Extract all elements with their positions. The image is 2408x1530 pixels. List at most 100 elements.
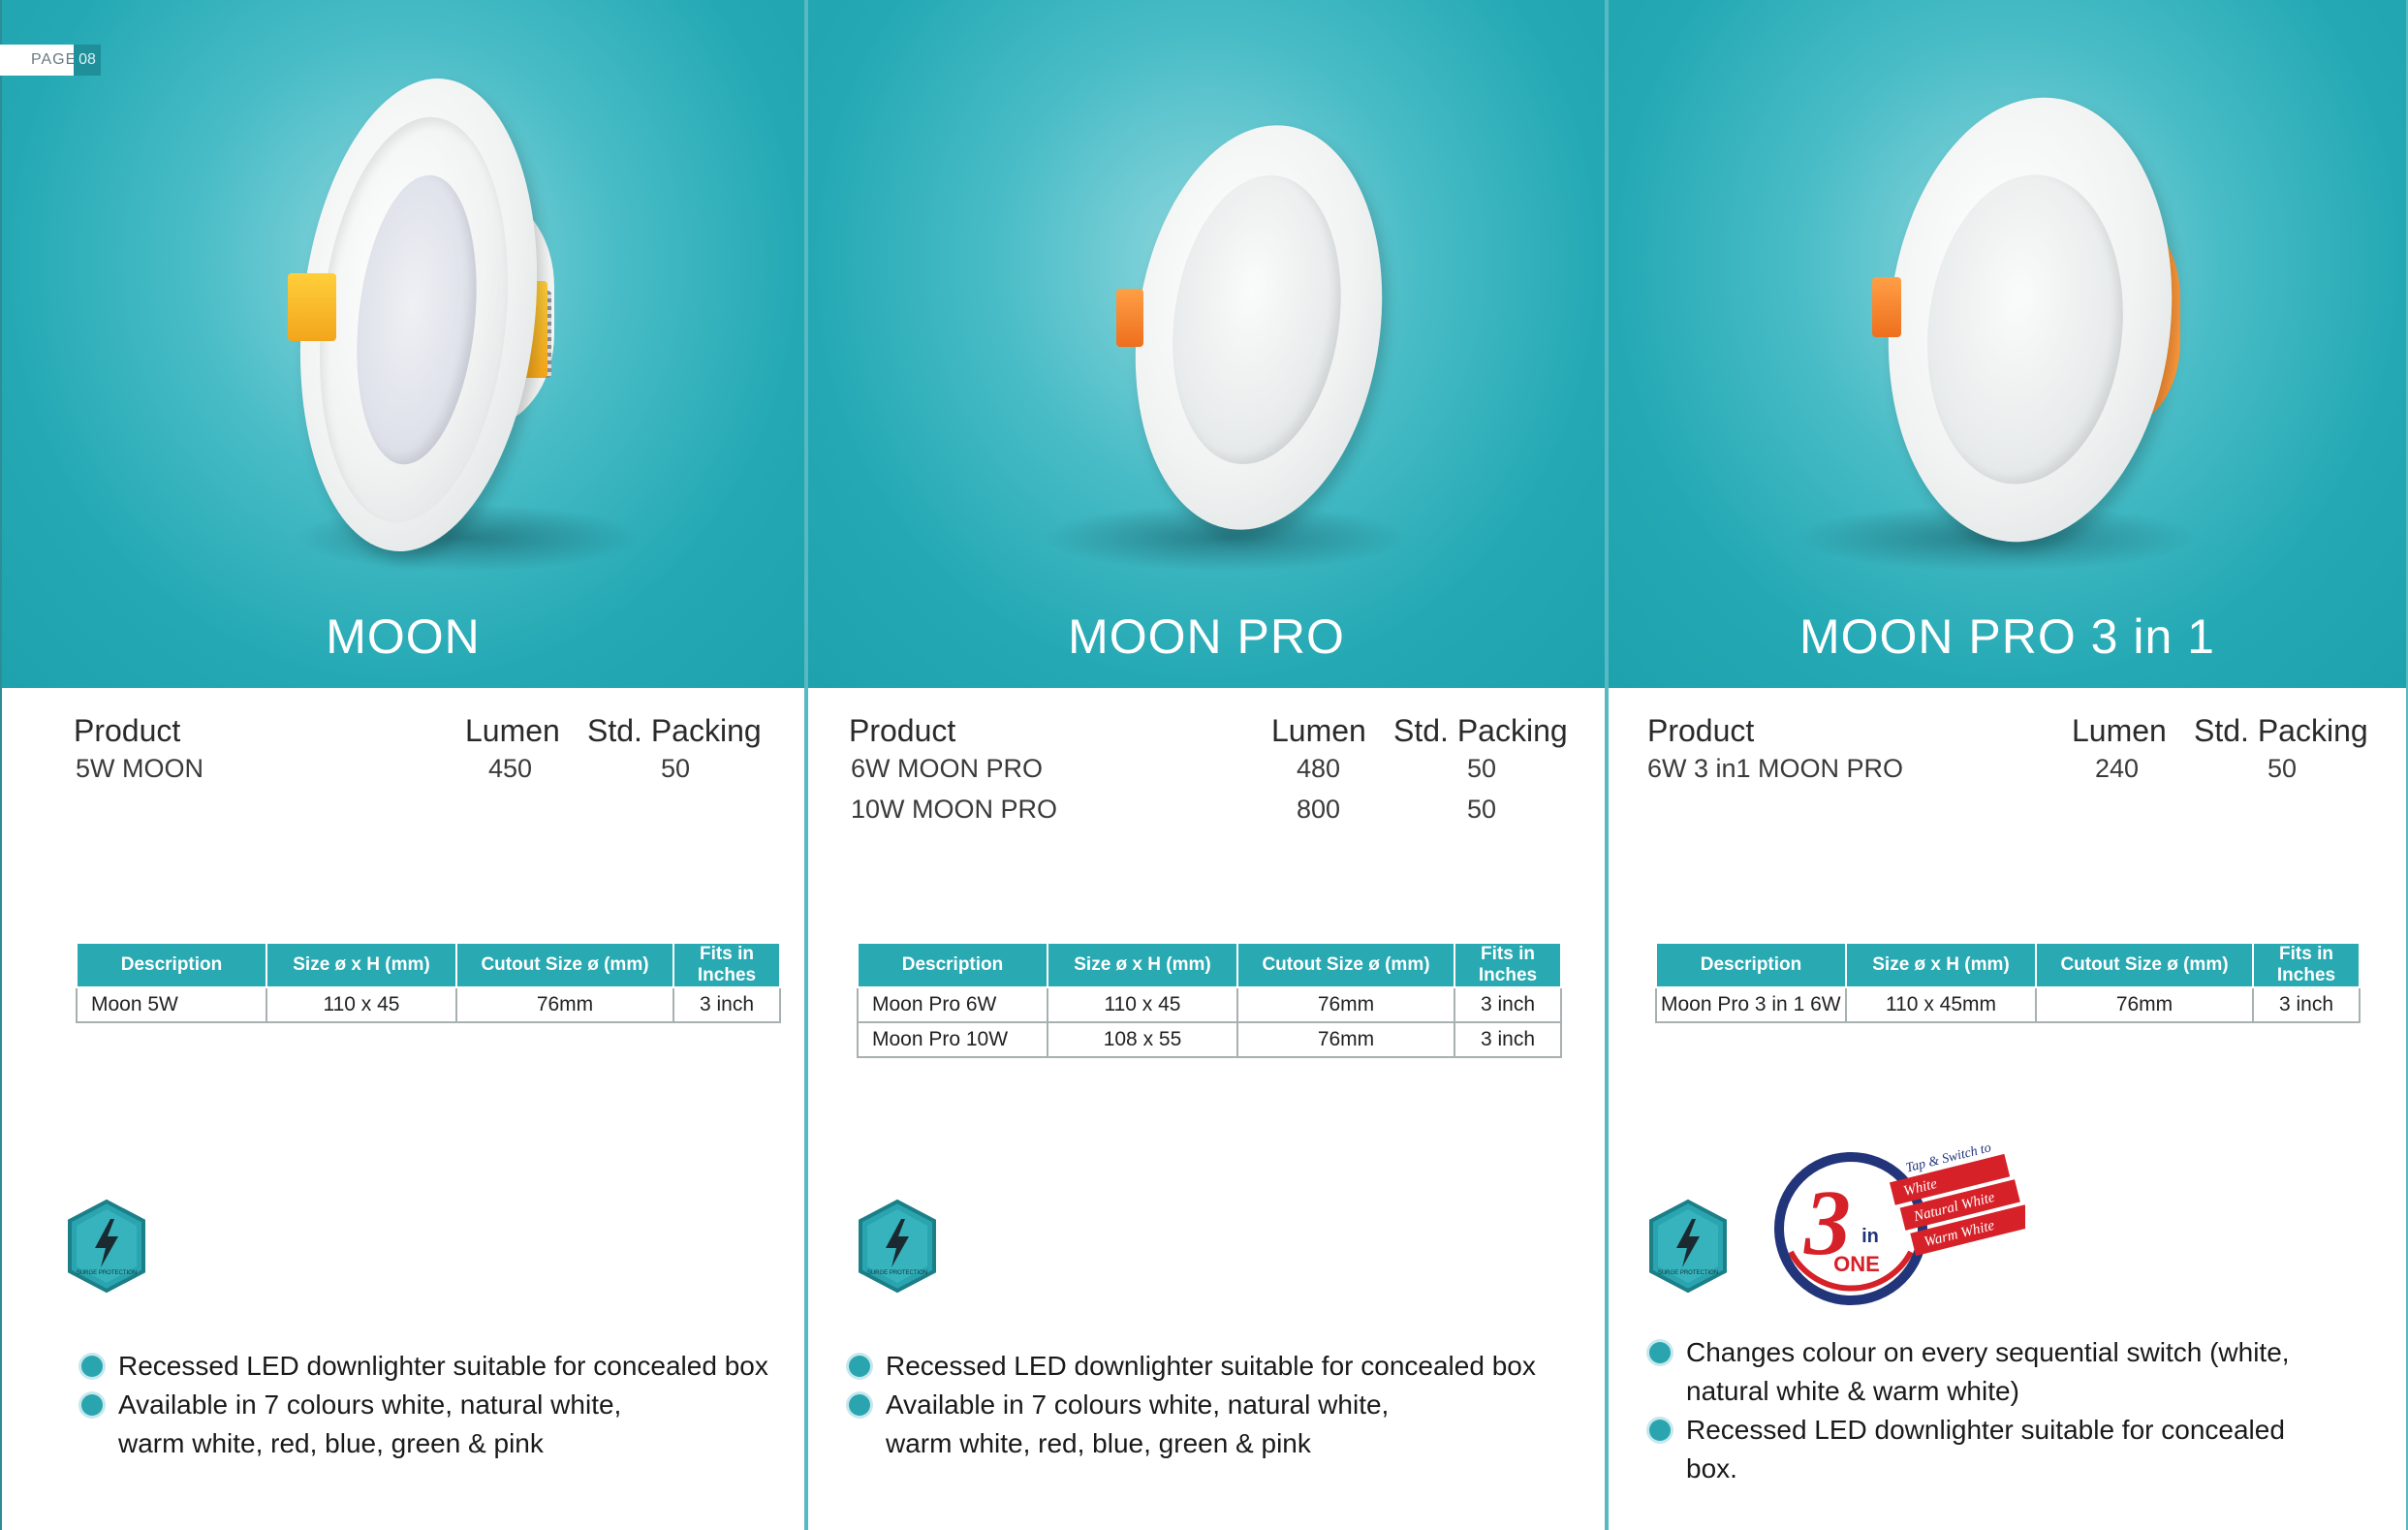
col-cutout: Cutout Size ø (mm) (2035, 942, 2254, 988)
cell-cutout: 76mm (2035, 986, 2254, 1023)
col-fits: Fits in Inches (672, 942, 781, 988)
page-label: PAGE (0, 45, 76, 76)
panel-moon-pro: MOON PRO Product Lumen Std. Packing 6W M… (806, 0, 1607, 1530)
product-header: Product (849, 713, 956, 748)
col-fits: Fits in Inches (1454, 942, 1562, 988)
feature-list: Recessed LED downlighter suitable for co… (81, 1347, 768, 1463)
three-digit: 3 (1803, 1171, 1851, 1274)
col-cutout: Cutout Size ø (mm) (1236, 942, 1455, 988)
product-lumen: 480 (1297, 754, 1341, 783)
spec-table-header: Description Size ø x H (mm) Cutout Size … (857, 942, 1562, 988)
cell-fits: 3 inch (672, 986, 781, 1023)
col-size: Size ø x H (mm) (266, 942, 457, 988)
three-in-one-logo: Tap & Switch to White Natural White Warm… (1773, 1140, 2031, 1310)
cell-cutout: 76mm (1236, 1021, 1455, 1058)
col-description: Description (857, 942, 1048, 988)
list-item: Recessed LED downlighter suitable for co… (849, 1347, 1536, 1386)
bullet-text: Changes colour on every sequential switc… (1686, 1337, 2290, 1367)
table-row: Moon Pro 3 in 1 6W 110 x 45mm 76mm 3 inc… (1655, 986, 2361, 1023)
badge-text: SURGE PROTECTION (1658, 1270, 1718, 1276)
product-name: 10W MOON PRO (851, 795, 1058, 824)
col-description: Description (1655, 942, 1847, 988)
cell-description: Moon Pro 6W (857, 986, 1048, 1023)
bullet-text: Available in 7 colours white, natural wh… (118, 1389, 622, 1420)
moon-pro-downlight-image (808, 0, 1605, 591)
product-lumen: 800 (1297, 795, 1341, 824)
cell-fits: 3 inch (1454, 986, 1562, 1023)
spec-table: Description Size ø x H (mm) Cutout Size … (857, 942, 1562, 1058)
product-title: MOON PRO (1068, 609, 1345, 664)
bullet-icon (849, 1394, 870, 1416)
list-item: Recessed LED downlighter suitable for co… (1649, 1411, 2290, 1450)
bullet-text: box. (1686, 1453, 1737, 1483)
product-title: MOON PRO 3 in 1 (1799, 609, 2215, 664)
feature-list: Changes colour on every sequential switc… (1649, 1333, 2290, 1488)
cell-description: Moon Pro 10W (857, 1021, 1048, 1058)
list-item: Recessed LED downlighter suitable for co… (81, 1347, 768, 1386)
col-size: Size ø x H (mm) (1845, 942, 2037, 988)
cell-cutout: 76mm (1236, 986, 1455, 1023)
cell-size: 110 x 45 (1047, 986, 1238, 1023)
product-hero-image: MOON (2, 0, 804, 688)
list-item: natural white & warm white) (1649, 1372, 2290, 1411)
product-packing: 50 (661, 754, 691, 783)
lumen-header: Lumen (1271, 713, 1366, 748)
feature-list: Recessed LED downlighter suitable for co… (849, 1347, 1536, 1463)
page-number: 08 (74, 45, 101, 76)
col-size: Size ø x H (mm) (1047, 942, 1238, 988)
cell-size: 108 x 55 (1047, 1021, 1238, 1058)
page-number-tag: PAGE 08 (0, 45, 101, 76)
product-header: Product (74, 713, 181, 748)
one-text: ONE (1833, 1252, 1880, 1276)
table-row: Moon 5W 110 x 45 76mm 3 inch (76, 986, 781, 1023)
cell-description: Moon 5W (76, 986, 267, 1023)
surge-protection-badge: SURGE PROTECTION (62, 1198, 151, 1295)
list-item: warm white, red, blue, green & pink (849, 1424, 1536, 1463)
product-name: 6W MOON PRO (851, 754, 1044, 783)
cell-cutout: 76mm (455, 986, 674, 1023)
col-cutout: Cutout Size ø (mm) (455, 942, 674, 988)
bullet-text: Recessed LED downlighter suitable for co… (886, 1351, 1536, 1381)
lumen-header: Lumen (465, 713, 560, 748)
product-hero-image: MOON PRO (808, 0, 1605, 688)
panel-moon: MOON Product Lumen Std. Packing 5W MOON … (0, 0, 806, 1530)
product-packing: 50 (2267, 754, 2298, 783)
bullet-icon (1649, 1420, 1671, 1441)
bullet-text: warm white, red, blue, green & pink (118, 1428, 544, 1458)
bullet-icon (81, 1394, 103, 1416)
product-lumen: 450 (488, 754, 533, 783)
three-in-one-icon: Tap & Switch to White Natural White Warm… (1774, 1140, 2031, 1305)
product-title: MOON (326, 609, 481, 664)
surge-protection-badge: SURGE PROTECTION (1643, 1198, 1733, 1295)
cell-fits: 3 inch (1454, 1021, 1562, 1058)
spec-table-header: Description Size ø x H (mm) Cutout Size … (76, 942, 781, 988)
spec-table: Description Size ø x H (mm) Cutout Size … (1655, 942, 2361, 1023)
cell-description: Moon Pro 3 in 1 6W (1655, 986, 1847, 1023)
list-item: Changes colour on every sequential switc… (1649, 1333, 2290, 1372)
product-packing: 50 (1467, 795, 1497, 824)
product-packing: 50 (1467, 754, 1497, 783)
cell-size: 110 x 45mm (1845, 986, 2037, 1023)
badge-text: SURGE PROTECTION (77, 1270, 137, 1276)
bullet-icon (81, 1356, 103, 1377)
surge-protection-icon: SURGE PROTECTION (1649, 1199, 1727, 1294)
bullet-icon (1649, 1342, 1671, 1363)
surge-protection-badge: SURGE PROTECTION (853, 1198, 942, 1295)
bullet-text: natural white & warm white) (1686, 1376, 2019, 1406)
moon-pro-3-in-1-downlight-image (1609, 0, 2406, 591)
bullet-icon (849, 1356, 870, 1377)
cell-size: 110 x 45 (266, 986, 457, 1023)
surge-protection-icon: SURGE PROTECTION (859, 1199, 936, 1294)
list-item: Available in 7 colours white, natural wh… (849, 1386, 1536, 1424)
list-item: warm white, red, blue, green & pink (81, 1424, 768, 1463)
product-name: 6W 3 in1 MOON PRO (1647, 754, 1904, 783)
list-item: Available in 7 colours white, natural wh… (81, 1386, 768, 1424)
table-row: Moon Pro 10W 108 x 55 76mm 3 inch (857, 1021, 1562, 1058)
panel-moon-pro-3-in-1: MOON PRO 3 in 1 Product Lumen Std. Packi… (1607, 0, 2408, 1530)
product-name: 5W MOON (76, 754, 203, 783)
spec-table: Description Size ø x H (mm) Cutout Size … (76, 942, 781, 1023)
product-header: Product (1647, 713, 1755, 748)
bullet-text: warm white, red, blue, green & pink (886, 1428, 1311, 1458)
packing-header: Std. Packing (2194, 713, 2368, 748)
moon-downlight-image (2, 0, 804, 591)
